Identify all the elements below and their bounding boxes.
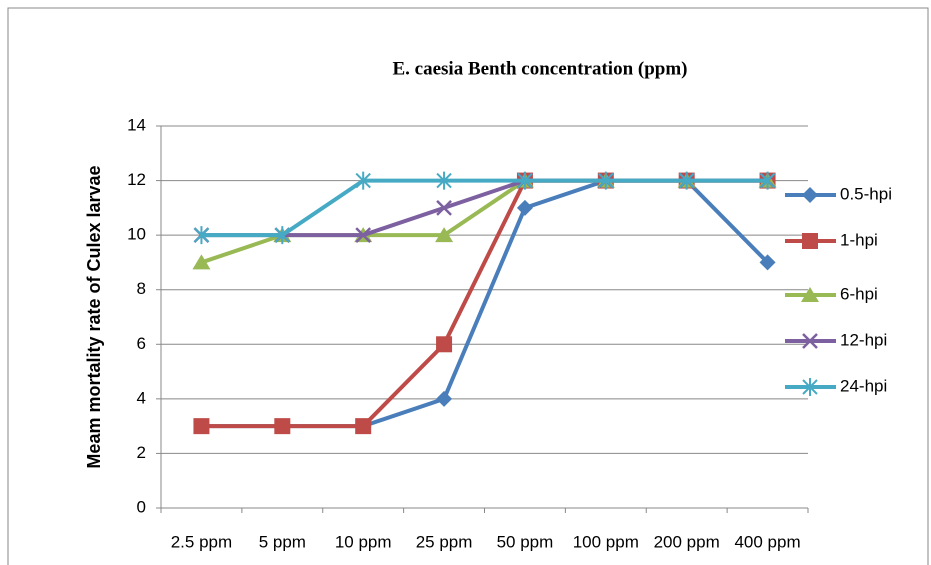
x-tick-label: 2.5 ppm [171, 532, 232, 551]
marker [435, 227, 454, 243]
marker [436, 199, 452, 216]
marker [802, 187, 818, 203]
marker [274, 418, 291, 435]
marker [759, 171, 776, 190]
marker [355, 227, 372, 244]
y-tick-label: 12 [127, 170, 146, 189]
y-tick-label: 8 [137, 279, 146, 298]
x-tick-label: 25 ppm [416, 532, 473, 551]
marker [355, 418, 372, 435]
x-tick-label: 200 ppm [654, 532, 720, 551]
line [201, 178, 768, 238]
marker [759, 254, 776, 271]
chart-border [7, 7, 929, 565]
marker [436, 336, 453, 353]
legend-label: 0.5-hpi [840, 184, 892, 203]
y-tick-label: 0 [137, 497, 146, 516]
y-axis-label: Meam mortality rate of Culex larvae [84, 165, 104, 468]
y-tick-label: 4 [137, 388, 146, 407]
x-tick-label: 50 ppm [497, 532, 554, 551]
marker [516, 199, 533, 216]
marker [802, 378, 818, 396]
x-tick-label: 10 ppm [335, 532, 392, 551]
marker [192, 254, 211, 270]
y-tick-label: 14 [127, 115, 146, 134]
marker [802, 233, 818, 249]
x-tick-label: 400 ppm [734, 532, 800, 551]
legend-label: 6-hpi [840, 284, 878, 303]
marker [436, 390, 453, 407]
legend-label: 12-hpi [840, 330, 887, 349]
y-tick-label: 6 [137, 334, 146, 353]
marker [274, 226, 291, 245]
marker [355, 171, 371, 190]
legend-label: 24-hpi [840, 376, 887, 395]
marker [598, 171, 614, 190]
y-tick-label: 10 [127, 225, 146, 244]
y-tick-label: 2 [137, 443, 146, 462]
marker [802, 333, 818, 349]
marker [801, 287, 819, 302]
x-tick-label: 100 ppm [573, 532, 639, 551]
marker [517, 171, 533, 190]
series [193, 171, 776, 245]
chart-title: E. caesia Benth concentration (ppm) [392, 58, 687, 79]
marker [678, 171, 695, 190]
x-tick-label: 5 ppm [259, 532, 306, 551]
marker [193, 418, 210, 435]
marker [193, 226, 210, 245]
legend-label: 1-hpi [840, 230, 878, 249]
marker [436, 171, 452, 190]
